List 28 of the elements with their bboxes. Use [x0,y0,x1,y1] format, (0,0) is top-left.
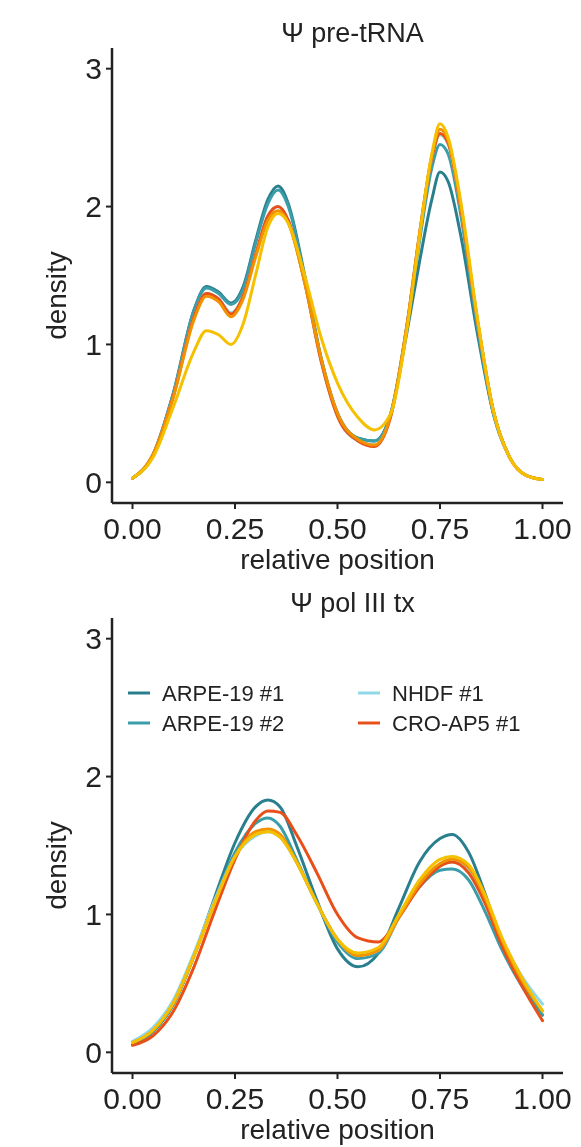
y-tick-label: 3 [85,52,102,86]
x-axis-title: relative position [240,1114,435,1145]
y-tick-label: 0 [85,466,102,500]
y-tick-label: 0 [85,1036,102,1070]
x-tick-label: 1.00 [513,1082,572,1115]
x-tick-label: 0.00 [103,512,162,545]
x-tick-label: 0.50 [308,512,367,545]
y-tick-label: 3 [85,622,102,656]
x-tick-label: 1.00 [513,512,572,545]
legend-label: ARPE-19 #1 [162,680,285,706]
x-axis-title: relative position [240,544,435,575]
y-tick-label: 2 [85,760,102,794]
y-axis-title: density [41,821,72,910]
x-tick-label: 0.25 [205,1082,265,1115]
chart-title: Ψ pol III tx [290,588,416,618]
y-tick-label: 1 [85,328,102,362]
x-tick-label: 0.50 [308,1082,367,1115]
x-tick-label: 0.25 [205,512,265,545]
y-tick-label: 2 [85,190,102,224]
x-tick-label: 0.75 [410,512,470,545]
legend-label: NHDF #1 [392,680,484,706]
x-tick-label: 0.00 [103,1082,162,1115]
chart-title: Ψ pre-tRNA [281,18,424,48]
y-axis-title: density [41,251,72,340]
y-tick-label: 1 [85,898,102,932]
x-tick-label: 0.75 [410,1082,470,1115]
legend-label: ARPE-19 #2 [162,710,285,736]
legend-label: CRO-AP5 #1 [392,710,521,736]
